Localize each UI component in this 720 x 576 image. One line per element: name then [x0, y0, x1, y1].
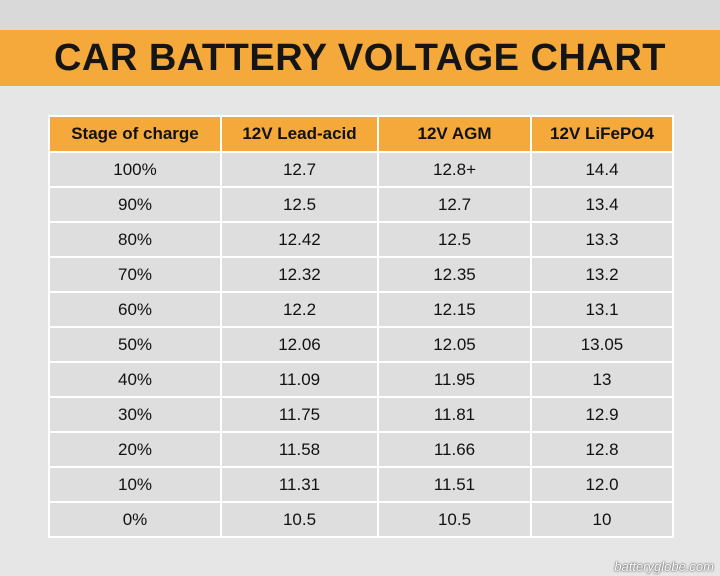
title-banner: CAR BATTERY VOLTAGE CHART [0, 30, 720, 86]
voltage-cell: 11.51 [377, 466, 532, 503]
table-row: 10% 11.31 11.51 12.0 [48, 466, 674, 503]
voltage-table: Stage of charge 12V Lead-acid 12V AGM 12V L… [48, 115, 674, 538]
voltage-cell: 12.7 [220, 151, 379, 188]
voltage-cell: 12.06 [220, 326, 379, 363]
table-row: 40% 11.09 11.95 13 [48, 361, 674, 398]
voltage-cell: 13.2 [530, 256, 674, 293]
charge-stage-cell: 70% [48, 256, 222, 293]
table-body: 100% 12.7 12.8+ 14.4 90% 12.5 12.7 13.4 80% 12.42… [48, 151, 674, 538]
voltage-cell: 12.0 [530, 466, 674, 503]
charge-stage-cell: 90% [48, 186, 222, 223]
voltage-cell: 13.4 [530, 186, 674, 223]
voltage-cell: 11.09 [220, 361, 379, 398]
voltage-cell: 12.32 [220, 256, 379, 293]
voltage-cell: 10 [530, 501, 674, 538]
charge-stage-cell: 60% [48, 291, 222, 328]
voltage-cell: 11.75 [220, 396, 379, 433]
voltage-cell: 12.8+ [377, 151, 532, 188]
voltage-cell: 12.5 [220, 186, 379, 223]
charge-stage-cell: 40% [48, 361, 222, 398]
voltage-cell: 13.3 [530, 221, 674, 258]
voltage-cell: 14.4 [530, 151, 674, 188]
voltage-cell: 12.8 [530, 431, 674, 468]
charge-stage-cell: 20% [48, 431, 222, 468]
voltage-cell: 11.81 [377, 396, 532, 433]
voltage-cell: 12.5 [377, 221, 532, 258]
voltage-cell: 11.95 [377, 361, 532, 398]
voltage-cell: 12.05 [377, 326, 532, 363]
watermark: batteryglobe.com [614, 559, 714, 574]
table-head: Stage of charge 12V Lead-acid 12V AGM 12V L… [48, 115, 674, 153]
charge-stage-cell: 10% [48, 466, 222, 503]
table-row: 60% 12.2 12.15 13.1 [48, 291, 674, 328]
charge-stage-cell: 30% [48, 396, 222, 433]
voltage-cell: 11.31 [220, 466, 379, 503]
table-row: 70% 12.32 12.35 13.2 [48, 256, 674, 293]
table-header-row: Stage of charge 12V Lead-acid 12V AGM 12V L… [48, 115, 674, 153]
column-header: 12V Lead-acid [220, 115, 379, 153]
charge-stage-cell: 80% [48, 221, 222, 258]
voltage-cell: 10.5 [377, 501, 532, 538]
voltage-cell: 13.05 [530, 326, 674, 363]
voltage-cell: 12.7 [377, 186, 532, 223]
table-container: Stage of charge 12V Lead-acid 12V AGM 12V L… [48, 115, 674, 538]
column-header: Stage of charge [48, 115, 222, 153]
voltage-cell: 11.66 [377, 431, 532, 468]
charge-stage-cell: 0% [48, 501, 222, 538]
table-row: 30% 11.75 11.81 12.9 [48, 396, 674, 433]
voltage-cell: 12.9 [530, 396, 674, 433]
chart-title: CAR BATTERY VOLTAGE CHART [53, 36, 667, 79]
table-row: 100% 12.7 12.8+ 14.4 [48, 151, 674, 188]
column-header: 12V AGM [377, 115, 532, 153]
voltage-cell: 12.35 [377, 256, 532, 293]
table-row: 90% 12.5 12.7 13.4 [48, 186, 674, 223]
voltage-cell: 10.5 [220, 501, 379, 538]
table-row: 0% 10.5 10.5 10 [48, 501, 674, 538]
voltage-cell: 13.1 [530, 291, 674, 328]
voltage-cell: 12.2 [220, 291, 379, 328]
table-row: 50% 12.06 12.05 13.05 [48, 326, 674, 363]
charge-stage-cell: 100% [48, 151, 222, 188]
column-header: 12V LiFePO4 [530, 115, 674, 153]
voltage-cell: 12.15 [377, 291, 532, 328]
voltage-cell: 12.42 [220, 221, 379, 258]
voltage-cell: 11.58 [220, 431, 379, 468]
voltage-cell: 13 [530, 361, 674, 398]
table-row: 20% 11.58 11.66 12.8 [48, 431, 674, 468]
table-row: 80% 12.42 12.5 13.3 [48, 221, 674, 258]
charge-stage-cell: 50% [48, 326, 222, 363]
top-strip [0, 0, 720, 30]
